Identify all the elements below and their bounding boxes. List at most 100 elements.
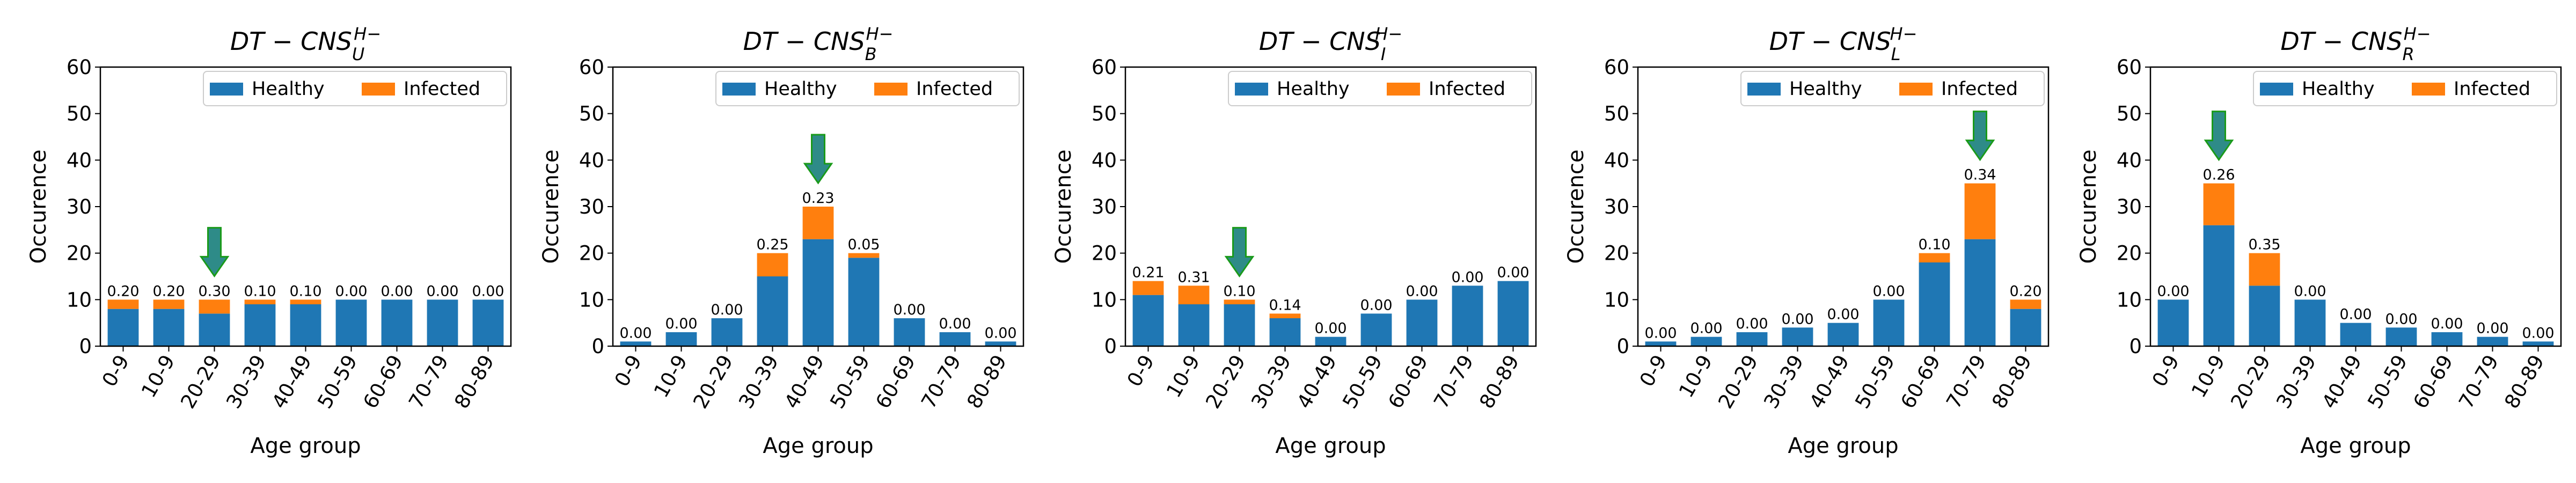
bar-value-label: 0.21: [1132, 265, 1164, 281]
y-tick-label: 0: [79, 335, 92, 358]
legend: Healthy Infected: [203, 71, 507, 106]
bar-healthy: [381, 299, 413, 346]
legend-swatch-healthy: [722, 83, 756, 96]
highlight-arrow-icon: [803, 134, 833, 185]
plot-frame: [99, 66, 512, 347]
bar-healthy: [472, 299, 504, 346]
chart-panel: DT − CNSUH− 0 10 20 30 40 50 60 0.20 0-9 0.20 10-9 0…: [26, 24, 512, 458]
bar-healthy: [939, 332, 971, 346]
x-tick-label: 10-9: [649, 351, 692, 401]
y-tick-label: 30: [1092, 195, 1117, 218]
bar-healthy: [1690, 336, 1722, 346]
y-tick-label: 0: [2129, 335, 2142, 358]
x-tick-label: 10-9: [1162, 351, 1204, 401]
y-tick-label: 40: [1092, 149, 1117, 172]
chart-panel: DT − CNSBH− 0 10 20 30 40 50 60 0.00 0-9 0.00 10-9 0…: [539, 24, 1024, 458]
bar-healthy: [894, 318, 925, 346]
bar-healthy: [1964, 239, 1996, 346]
x-axis-label: Age group: [250, 434, 361, 458]
y-tick-label: 0: [591, 335, 604, 358]
y-tick-label: 10: [1092, 288, 1117, 311]
bar-value-label: 0.00: [939, 316, 971, 332]
legend: Healthy Infected: [1740, 71, 2045, 106]
bar-infected: [1224, 299, 1255, 304]
legend-label-infected: Infected: [1941, 78, 2018, 100]
x-tick-label: 80-89: [1987, 351, 2036, 413]
y-axis-label: Occurence: [539, 150, 564, 264]
y-tick-label: 60: [1604, 56, 1629, 79]
plot-frame: [1124, 66, 1537, 347]
bar-healthy: [665, 332, 697, 346]
bar-value-label: 0.00: [1827, 306, 1859, 323]
chart-panel: DT − CNSIH− 0 10 20 30 40 50 60 0.21 0-9 0.31 10-9 0…: [1051, 24, 1537, 458]
bar-healthy: [2249, 286, 2280, 346]
bar-value-label: 0.26: [2202, 167, 2235, 184]
legend-swatch-healthy: [210, 83, 243, 96]
x-tick-label: 30-39: [1247, 351, 1296, 413]
chart-panel: DT − CNSLH− 0 10 20 30 40 50 60 0.00 0-9 0.00 10-9 0…: [1564, 24, 2050, 458]
bar-value-label: 0.00: [335, 283, 367, 299]
y-tick-label: 60: [2117, 56, 2142, 79]
legend-box: [715, 71, 1020, 106]
bar-value-label: 0.00: [619, 325, 652, 341]
highlight-arrow-icon: [1224, 226, 1255, 277]
bar-value-label: 0.25: [756, 237, 788, 253]
x-tick-label: 50-59: [825, 351, 874, 413]
bar-healthy: [1269, 318, 1301, 346]
x-tick-label: 20-29: [1714, 351, 1762, 413]
legend-swatch-healthy: [1747, 83, 1781, 96]
bar-healthy: [1645, 341, 1677, 346]
chart-panel: DT − CNSRH− 0 10 20 30 40 50 60 0.00 0-9 0.26 10-9 0…: [2076, 24, 2562, 458]
x-tick-label: 60-69: [871, 351, 920, 413]
x-tick-label: 60-69: [2409, 351, 2457, 413]
chart-title-sub: B: [865, 44, 877, 64]
y-tick-label: 60: [67, 56, 92, 79]
x-tick-label: 50-59: [1850, 351, 1899, 413]
y-tick-label: 60: [579, 56, 604, 79]
bar-healthy: [1827, 323, 1859, 346]
bar-value-label: 0.00: [2385, 311, 2417, 327]
y-tick-label: 40: [2117, 149, 2142, 172]
y-axis-label: Occurence: [2076, 150, 2101, 264]
x-tick-label: 10-9: [2187, 351, 2229, 401]
highlight-arrow-icon: [2204, 111, 2234, 162]
y-tick-label: 20: [67, 242, 92, 265]
bar-healthy: [802, 239, 834, 346]
y-tick-label: 40: [1604, 149, 1629, 172]
legend-box: [1740, 71, 2045, 106]
x-tick-label: 70-79: [917, 351, 965, 413]
bar-healthy: [107, 309, 139, 346]
bar-value-label: 0.10: [289, 283, 321, 299]
bar-value-label: 0.31: [1177, 269, 1210, 286]
bar-healthy: [153, 309, 185, 346]
bar-value-label: 0.00: [472, 283, 504, 299]
bar-healthy: [2522, 341, 2554, 346]
x-tick-label: 0-9: [2148, 351, 2184, 391]
x-tick-label: 70-79: [1429, 351, 1478, 413]
bar-healthy: [244, 304, 276, 346]
legend-label-infected: Infected: [1429, 78, 1505, 100]
bar-value-label: 0.00: [1451, 269, 1483, 286]
legend-label-infected: Infected: [404, 78, 480, 100]
bar-value-label: 0.20: [107, 283, 139, 299]
legend-label-healthy: Healthy: [1789, 78, 1862, 100]
y-tick-label: 50: [1604, 103, 1629, 126]
bar-value-label: 0.34: [1964, 167, 1996, 184]
bar-healthy: [1406, 299, 1438, 346]
y-tick-label: 10: [1604, 288, 1629, 311]
bar-infected: [153, 299, 185, 309]
x-tick-label: 40-49: [1805, 351, 1854, 413]
chart-title-sub: L: [1891, 44, 1901, 64]
bar-value-label: 0.20: [2009, 283, 2041, 299]
bar-value-label: 0.00: [1781, 311, 1813, 327]
x-axis-label: Age group: [1788, 434, 1898, 458]
legend-label-infected: Infected: [2454, 78, 2530, 100]
bar-healthy: [1132, 295, 1164, 346]
bar-infected: [1919, 253, 1950, 262]
bar-value-label: 0.00: [711, 302, 743, 318]
y-tick-label: 50: [1092, 103, 1117, 126]
x-tick-label: 40-49: [780, 351, 829, 413]
y-tick-label: 20: [579, 242, 604, 265]
bar-infected: [848, 253, 880, 258]
bar-healthy: [427, 299, 458, 346]
